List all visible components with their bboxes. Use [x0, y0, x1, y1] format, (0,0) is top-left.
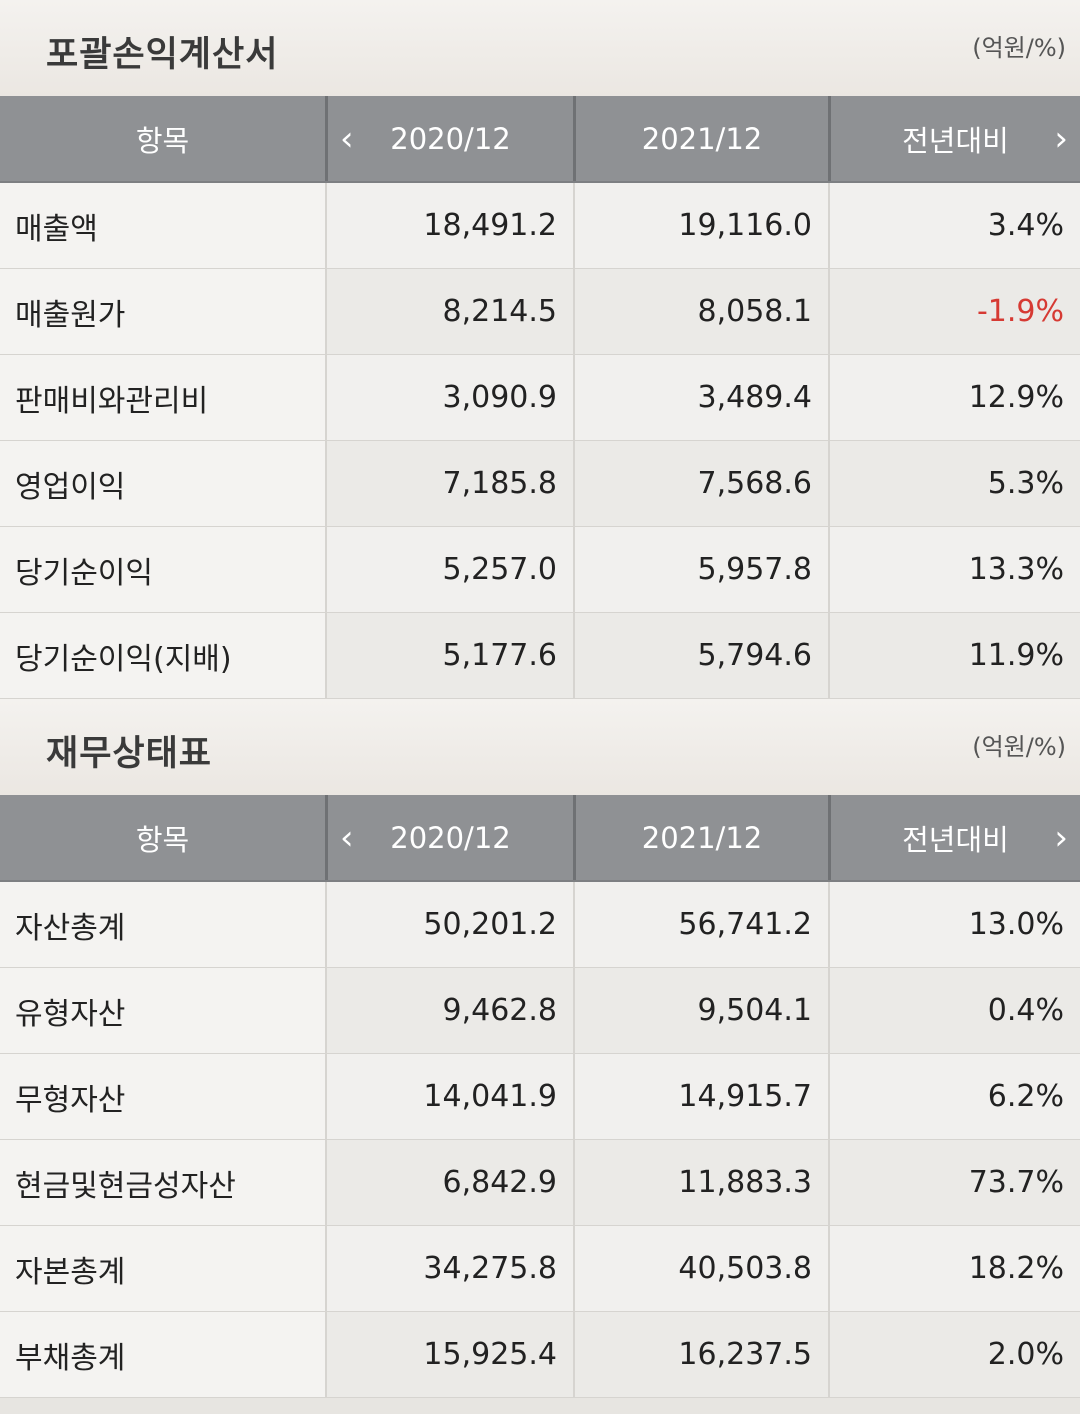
chevron-right-icon[interactable]: ›	[1054, 118, 1068, 159]
cell-2021: 40,503.8	[573, 1226, 828, 1311]
row-label: 자산총계	[0, 882, 325, 967]
table-header: 항목 ‹ 2020/12 2021/12 전년대비 ›	[0, 96, 1080, 183]
cell-yoy: 13.0%	[828, 882, 1080, 967]
section-title: 포괄손익계산서	[46, 35, 279, 75]
header-col-yoy: 전년대비 ›	[828, 795, 1080, 880]
table-row: 유형자산 9,462.8 9,504.1 0.4%	[0, 968, 1080, 1054]
row-label: 영업이익	[0, 441, 325, 526]
cell-2021: 11,883.3	[573, 1140, 828, 1225]
cell-yoy: 3.4%	[828, 183, 1080, 268]
row-label: 유형자산	[0, 968, 325, 1053]
cell-2020: 5,257.0	[325, 527, 573, 612]
table-row: 자본총계 34,275.8 40,503.8 18.2%	[0, 1226, 1080, 1312]
row-label: 판매비와관리비	[0, 355, 325, 440]
header-col-2020: ‹ 2020/12	[325, 96, 573, 181]
table-row: 무형자산 14,041.9 14,915.7 6.2%	[0, 1054, 1080, 1140]
income-section-header: 포괄손익계산서 (억원/%)	[0, 0, 1080, 96]
row-label: 매출액	[0, 183, 325, 268]
row-label: 당기순이익(지배)	[0, 613, 325, 698]
cell-yoy: -1.9%	[828, 269, 1080, 354]
cell-2020: 7,185.8	[325, 441, 573, 526]
table-row: 당기순이익(지배) 5,177.6 5,794.6 11.9%	[0, 613, 1080, 699]
table-row: 당기순이익 5,257.0 5,957.8 13.3%	[0, 527, 1080, 613]
cell-2020: 50,201.2	[325, 882, 573, 967]
cell-2021: 5,957.8	[573, 527, 828, 612]
cell-2021: 3,489.4	[573, 355, 828, 440]
balance-section-header: 재무상태표 (억원/%)	[0, 699, 1080, 795]
header-item: 항목	[135, 822, 190, 857]
row-label: 매출원가	[0, 269, 325, 354]
cell-2020: 3,090.9	[325, 355, 573, 440]
header-col-2021: 2021/12	[573, 795, 828, 880]
cell-2020: 5,177.6	[325, 613, 573, 698]
row-label: 무형자산	[0, 1054, 325, 1139]
row-label: 당기순이익	[0, 527, 325, 612]
header-col-2020: ‹ 2020/12	[325, 795, 573, 880]
unit-label: (억원/%)	[972, 34, 1066, 62]
cell-2021: 14,915.7	[573, 1054, 828, 1139]
header-label: 2020/12	[390, 121, 511, 156]
section-title: 재무상태표	[46, 734, 213, 774]
header-item: 항목	[135, 123, 190, 158]
chevron-left-icon[interactable]: ‹	[340, 118, 354, 159]
cell-yoy: 12.9%	[828, 355, 1080, 440]
cell-yoy: 5.3%	[828, 441, 1080, 526]
cell-2020: 14,041.9	[325, 1054, 573, 1139]
cell-2021: 9,504.1	[573, 968, 828, 1053]
unit-label: (억원/%)	[972, 733, 1066, 761]
cell-2021: 19,116.0	[573, 183, 828, 268]
cell-yoy: 18.2%	[828, 1226, 1080, 1311]
cell-yoy: 73.7%	[828, 1140, 1080, 1225]
cell-2020: 8,214.5	[325, 269, 573, 354]
table-row: 부채총계 15,925.4 16,237.5 2.0%	[0, 1312, 1080, 1398]
row-label: 현금및현금성자산	[0, 1140, 325, 1225]
cell-2020: 34,275.8	[325, 1226, 573, 1311]
table-row: 영업이익 7,185.8 7,568.6 5.3%	[0, 441, 1080, 527]
header-col-2021: 2021/12	[573, 96, 828, 181]
header-label: 전년대비	[902, 123, 1009, 158]
table-row: 매출원가 8,214.5 8,058.1 -1.9%	[0, 269, 1080, 355]
cell-2021: 5,794.6	[573, 613, 828, 698]
header-label: 전년대비	[902, 822, 1009, 857]
chevron-right-icon[interactable]: ›	[1054, 817, 1068, 858]
cell-2021: 7,568.6	[573, 441, 828, 526]
cell-2020: 15,925.4	[325, 1312, 573, 1397]
cell-yoy: 0.4%	[828, 968, 1080, 1053]
cell-yoy: 11.9%	[828, 613, 1080, 698]
cell-2020: 18,491.2	[325, 183, 573, 268]
table-row: 매출액 18,491.2 19,116.0 3.4%	[0, 183, 1080, 269]
table-row: 판매비와관리비 3,090.9 3,489.4 12.9%	[0, 355, 1080, 441]
chevron-left-icon[interactable]: ‹	[340, 817, 354, 858]
row-label: 자본총계	[0, 1226, 325, 1311]
income-table: 항목 ‹ 2020/12 2021/12 전년대비 › 매출액 18,491.2…	[0, 96, 1080, 699]
balance-table: 항목 ‹ 2020/12 2021/12 전년대비 › 자산총계 50,201.…	[0, 795, 1080, 1398]
cell-2021: 8,058.1	[573, 269, 828, 354]
table-row: 자산총계 50,201.2 56,741.2 13.0%	[0, 882, 1080, 968]
cell-yoy: 2.0%	[828, 1312, 1080, 1397]
cell-yoy: 13.3%	[828, 527, 1080, 612]
header-label: 2020/12	[390, 820, 511, 855]
cell-2020: 6,842.9	[325, 1140, 573, 1225]
header-col-yoy: 전년대비 ›	[828, 96, 1080, 181]
cell-2020: 9,462.8	[325, 968, 573, 1053]
row-label: 부채총계	[0, 1312, 325, 1397]
cell-yoy: 6.2%	[828, 1054, 1080, 1139]
bottom-divider	[0, 1398, 1080, 1414]
table-header: 항목 ‹ 2020/12 2021/12 전년대비 ›	[0, 795, 1080, 882]
cell-2021: 16,237.5	[573, 1312, 828, 1397]
table-row: 현금및현금성자산 6,842.9 11,883.3 73.7%	[0, 1140, 1080, 1226]
cell-2021: 56,741.2	[573, 882, 828, 967]
